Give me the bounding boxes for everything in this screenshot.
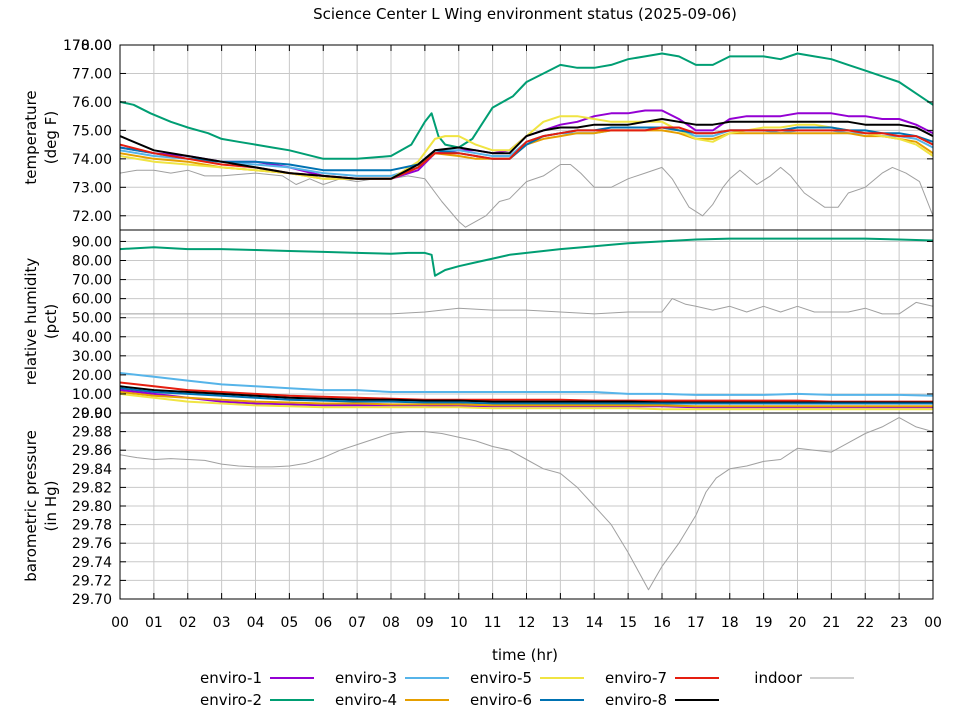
x-tick-label: 03 [213,615,231,631]
series-enviro-2-humidity [120,237,933,277]
x-tick-label: 09 [416,615,434,631]
y-tick-label: 29.86 [72,443,112,459]
y-tick-label: 77.00 [72,66,112,82]
legend-label-enviro-5: enviro-5 [470,669,532,687]
y-axis-title-temperature: temperature (deg F) [22,90,60,184]
y-tick-label: 50.00 [72,311,112,327]
x-tick-label: 11 [484,615,502,631]
y-tick-label: 29.82 [72,480,112,496]
x-tick-label: 00 [111,615,129,631]
y-tick-label: 76.00 [72,95,112,111]
y-tick-label: 29.78 [72,518,112,534]
series-indoor-temperature [120,164,933,228]
x-tick-label: 10 [450,615,468,631]
y-tick-label: 29.90 [72,406,112,422]
x-tick-label: 01 [145,615,163,631]
series-enviro-7-humidity [120,381,933,403]
series-indoor-humidity [120,298,933,315]
legend-label-enviro-1: enviro-1 [200,669,262,687]
x-axis: 00 01 02 03 04 05 06 07 08 09 10 11 12 13 14 15 16 17 18 19… [111,45,942,631]
series-group-pressure [120,417,933,591]
x-tick-label: 17 [687,615,705,631]
y-tick-label: 90.00 [72,234,112,250]
x-tick-label: 12 [518,615,536,631]
y-tick-label: 70.00 [72,273,112,289]
y-tick-label: 29.76 [72,536,112,552]
y-tick-label: 170.00 [63,38,112,54]
x-tick-label: 16 [653,615,671,631]
series-enviro-6-humidity [120,387,933,405]
grid-humidity [120,230,933,413]
y-tick-label: 72.00 [72,209,112,225]
legend: enviro-1 enviro-2 enviro-3 enviro-4 enviro-5… [200,669,854,709]
x-tick-label: 23 [890,615,908,631]
series-enviro-5-humidity [120,392,933,411]
legend-label-indoor: indoor [754,669,803,687]
y-tick-label: 40.00 [72,330,112,346]
y-tick-label: 0.00 [81,406,112,422]
x-tick-label: 02 [179,615,197,631]
chart-title: Science Center L Wing environment status… [313,5,737,23]
x-tick-label: 22 [856,615,874,631]
x-tick-label: 08 [382,615,400,631]
legend-label-enviro-8: enviro-8 [605,691,667,709]
chart-panels: 72.00 73.00 74.00 75.00 76.00 77.00 78.00170.0… [22,38,934,608]
legend-label-enviro-4: enviro-4 [335,691,397,709]
legend-label-enviro-6: enviro-6 [470,691,532,709]
legend-label-enviro-7: enviro-7 [605,669,667,687]
series-group-temperature [120,52,933,228]
x-tick-label: 14 [585,615,603,631]
y-tick-label: 29.72 [72,573,112,589]
series-enviro-2-temperature [120,52,933,160]
y-tick-label: 60.00 [72,292,112,308]
y-tick-label: 29.80 [72,499,112,515]
x-tick-label: 05 [280,615,298,631]
y-tick-label: 80.00 [72,254,112,270]
x-tick-label: 07 [348,615,366,631]
y-tick-label: 29.70 [72,592,112,608]
y-tick-label: 20.00 [72,368,112,384]
grid-temperature [120,45,933,230]
x-tick-label: 06 [314,615,332,631]
x-tick-label: 00 [924,615,942,631]
legend-label-enviro-2: enviro-2 [200,691,262,709]
y-tick-label: 10.00 [72,387,112,403]
x-tick-label: 18 [721,615,739,631]
x-tick-label: 21 [822,615,840,631]
series-group-humidity [120,237,933,411]
series-enviro-8-temperature [120,118,933,180]
y-axis-title-pressure: barometric pressure (in Hg) [22,430,60,582]
x-tick-label: 20 [789,615,807,631]
y-axis-title-humidity: relative humidity (pct) [22,258,60,386]
x-tick-label: 13 [551,615,569,631]
y-tick-label: 29.84 [72,462,112,478]
y-tick-label: 30.00 [72,349,112,365]
series-enviro-4-humidity [120,391,933,408]
x-axis-title: time (hr) [492,646,558,664]
y-tick-label: 29.74 [72,555,112,571]
legend-label-enviro-3: enviro-3 [335,669,397,687]
series-indoor-pressure [120,417,933,591]
grid-pressure [120,413,933,599]
y-tick-label: 29.88 [72,425,112,441]
x-tick-label: 15 [619,615,637,631]
panel-humidity: 0.00 10.00 20.00 30.00 40.00 50.00 60.00 70.00 8… [22,229,934,422]
y-tick-label: 78.00 [72,38,112,54]
y-tick-label: 73.00 [72,180,112,196]
panel-temperature: 72.00 73.00 74.00 75.00 76.00 77.00 78.00170.0… [22,38,934,231]
y-tick-label: 74.00 [72,152,112,168]
series-enviro-6-temperature [120,126,933,172]
y-tick-label: 75.00 [72,123,112,139]
x-tick-label: 04 [247,615,265,631]
panel-pressure: 29.70 29.72 29.74 29.76 29.78 29.80 29.82 29.84… [22,406,934,608]
series-enviro-3-humidity [120,372,933,397]
x-tick-label: 19 [755,615,773,631]
